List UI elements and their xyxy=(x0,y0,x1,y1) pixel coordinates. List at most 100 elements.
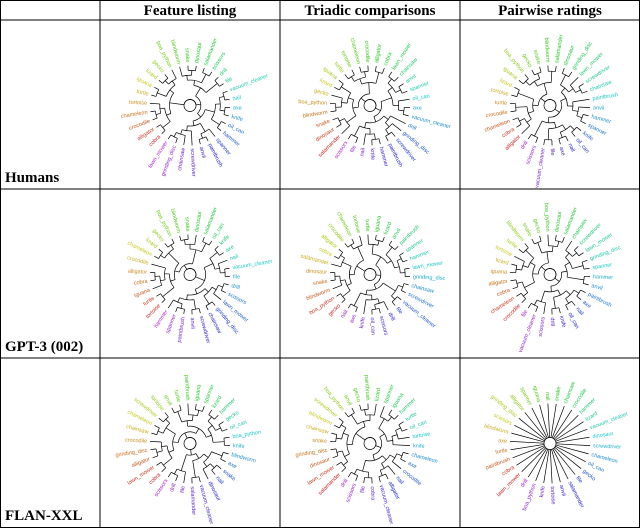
branch xyxy=(553,447,576,475)
branch xyxy=(390,115,406,124)
branch-arc xyxy=(180,239,189,241)
leaf-label: dinosaur xyxy=(194,211,203,233)
branch xyxy=(523,292,528,297)
branch-arc xyxy=(171,471,178,476)
branch xyxy=(157,92,167,97)
branch xyxy=(560,98,566,102)
leaf-label: lizard xyxy=(383,221,393,235)
branch-arc xyxy=(166,445,173,459)
branch xyxy=(161,299,166,304)
branch xyxy=(547,234,549,246)
branch-arc xyxy=(354,76,366,82)
branch xyxy=(382,237,385,242)
branch-arc xyxy=(387,82,396,93)
branch-arc xyxy=(523,247,529,254)
branch xyxy=(200,133,203,139)
branch-arc xyxy=(178,431,197,443)
leaf-label: paintbrush xyxy=(177,317,187,343)
leaf-label: salamander xyxy=(189,486,197,515)
leaf-label: knife xyxy=(369,148,376,160)
branch-arc xyxy=(353,244,363,250)
branch xyxy=(401,428,408,432)
leaf-label: anvil xyxy=(405,74,418,85)
branch-arc xyxy=(346,435,350,455)
branch xyxy=(555,436,590,443)
branch-arc xyxy=(335,434,338,442)
branch-arc xyxy=(352,426,366,445)
leaf-label: vacuum_cleaner xyxy=(518,314,538,354)
branch xyxy=(152,455,159,459)
branch xyxy=(543,302,546,315)
branch xyxy=(402,259,408,263)
branch-arc xyxy=(183,99,197,105)
branch-arc xyxy=(391,285,399,297)
branch xyxy=(373,284,377,290)
branch-arc xyxy=(170,134,178,139)
dendrogram: salamanderlawn_mowerdinosaurgrinding_dis… xyxy=(295,375,438,525)
branch xyxy=(341,467,346,473)
branch xyxy=(192,249,197,265)
branch-arc xyxy=(159,276,163,286)
branch-arc xyxy=(541,251,553,254)
branch xyxy=(179,404,182,411)
leaf-label: lizard xyxy=(498,78,512,89)
branch xyxy=(535,137,539,143)
leaf-label: iguana xyxy=(490,269,508,276)
branch xyxy=(183,309,185,315)
branch-arc xyxy=(340,97,343,108)
branch-arc xyxy=(174,409,182,414)
branch xyxy=(516,281,523,284)
branch-arc xyxy=(395,430,399,440)
leaf-label: lizard xyxy=(495,258,509,267)
branch-arc xyxy=(572,101,574,111)
branch xyxy=(205,109,215,113)
branch-arc xyxy=(214,249,220,256)
branch-arc xyxy=(532,99,535,112)
branch-arc xyxy=(213,285,219,294)
branch xyxy=(166,113,172,116)
branch-arc xyxy=(565,300,572,306)
branch xyxy=(219,252,224,256)
branch-arc xyxy=(173,263,180,280)
branch-arc xyxy=(545,268,557,279)
branch-arc xyxy=(156,427,160,435)
branch-arc xyxy=(381,454,391,464)
branch xyxy=(340,255,345,259)
branch-arc xyxy=(388,76,395,82)
branch-arc xyxy=(581,262,585,270)
leaf-label: axe xyxy=(227,461,238,470)
branch xyxy=(164,80,169,85)
branch xyxy=(576,295,582,300)
branch-arc xyxy=(187,288,206,296)
branch xyxy=(374,403,377,416)
branch xyxy=(385,129,389,135)
branch xyxy=(378,476,381,483)
branch xyxy=(194,234,197,245)
leaf-label: turtle xyxy=(405,411,419,423)
leaf-label: iguana xyxy=(194,383,203,401)
branch-arc xyxy=(368,243,378,246)
branch xyxy=(565,304,569,311)
branch xyxy=(525,80,530,86)
branch xyxy=(565,240,573,251)
branch-arc xyxy=(385,254,395,269)
branch-arc xyxy=(548,100,563,118)
branch-arc xyxy=(580,114,584,122)
branch xyxy=(359,66,362,73)
branch xyxy=(391,295,396,300)
branch xyxy=(516,292,522,297)
branch-arc xyxy=(534,240,542,245)
leaf-label: gecko xyxy=(225,410,241,423)
branch xyxy=(353,292,361,306)
branch-arc xyxy=(555,240,563,243)
branch xyxy=(167,134,172,140)
branch xyxy=(223,114,229,117)
branch-arc xyxy=(192,109,206,122)
branch xyxy=(355,137,359,143)
branch xyxy=(380,97,392,102)
branch-arc xyxy=(388,414,395,420)
branch-arc xyxy=(364,437,377,446)
branch-arc xyxy=(211,464,217,471)
branch xyxy=(179,66,183,77)
